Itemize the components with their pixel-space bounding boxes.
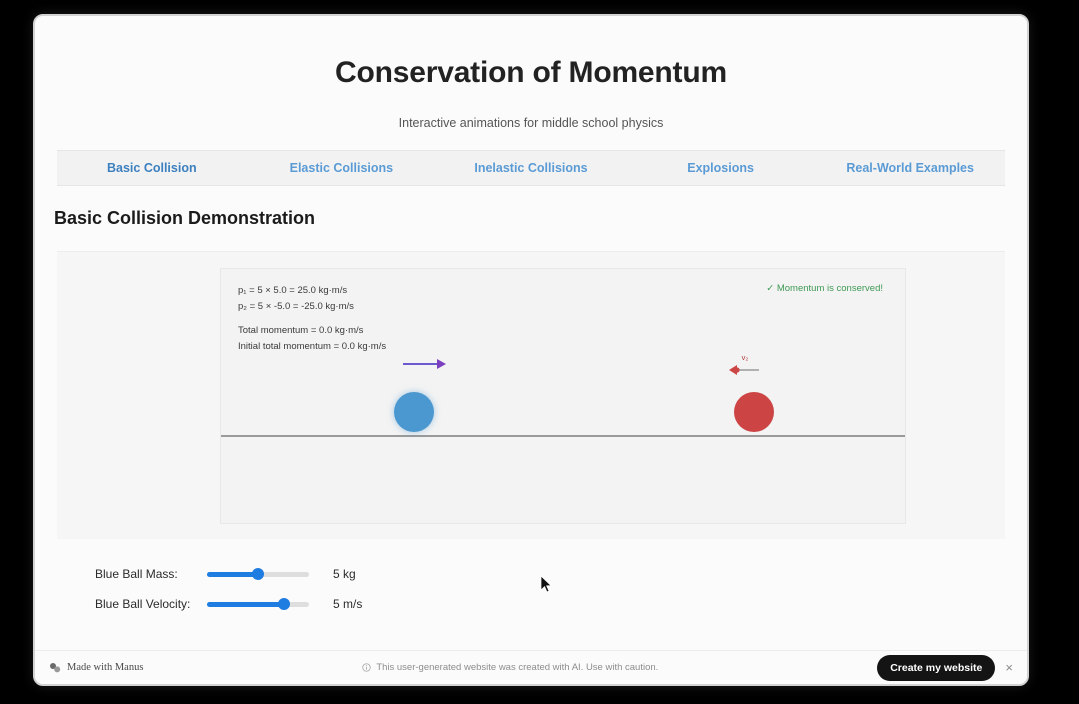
slider-blue-ball-mass[interactable] [207,568,309,580]
readout-p2: p₂ = 5 × -5.0 = -25.0 kg·m/s [238,301,354,312]
made-with-manus-label: Made with Manus [67,662,144,673]
tab-real-world-examples[interactable]: Real-World Examples [846,161,974,175]
animation-canvas[interactable]: p₁ = 5 × 5.0 = 25.0 kg·m/s p₂ = 5 × -5.0… [220,268,906,524]
ai-disclaimer: This user-generated website was created … [143,662,877,673]
footer-bar: Made with Manus This user-generated webs… [35,650,1027,684]
ai-disclaimer-label: This user-generated website was created … [376,662,659,673]
readout-total-momentum: Total momentum = 0.0 kg·m/s [238,325,364,336]
info-icon [362,663,371,672]
tab-explosions[interactable]: Explosions [687,161,754,175]
arrow-right-icon [403,359,446,369]
status-badge-momentum-conserved: ✓ Momentum is conserved! [766,283,883,294]
slider-blue-ball-velocity[interactable] [207,598,309,610]
controls-panel: Blue Ball Mass: 5 kg Blue Ball Velocity:… [57,553,1005,623]
tab-basic-collision[interactable]: Basic Collision [106,161,197,175]
control-row-blue-ball-velocity: Blue Ball Velocity: 5 m/s [57,589,1005,619]
section-title: Basic Collision Demonstration [54,208,316,228]
momentum-readouts: p₁ = 5 × 5.0 = 25.0 kg·m/s p₂ = 5 × -5.0… [238,283,386,355]
tab-bar: Basic Collision Elastic Collisions Inela… [57,150,1005,186]
blue-velocity-vector [401,357,447,376]
ground-line [221,435,905,437]
create-my-website-button[interactable]: Create my website [877,654,996,681]
slider-thumb-mass[interactable] [252,568,264,580]
tab-elastic-collisions[interactable]: Elastic Collisions [289,161,394,175]
slider-thumb-velocity[interactable] [277,598,290,610]
label-blue-ball-velocity: Blue Ball Velocity: [95,597,191,611]
browser-window: Conservation of Momentum Interactive ani… [33,14,1029,686]
readout-p1: p₁ = 5 × 5.0 = 25.0 kg·m/s [238,285,348,296]
red-velocity-label: v₂ [741,353,749,362]
demo-panel: p₁ = 5 × 5.0 = 25.0 kg·m/s p₂ = 5 × -5.0… [57,251,1005,593]
value-blue-ball-mass: 5 kg [333,567,356,581]
control-row-blue-ball-mass: Blue Ball Mass: 5 kg [57,559,1005,589]
label-blue-ball-mass: Blue Ball Mass: [95,567,178,581]
tab-inelastic-collisions[interactable]: Inelastic Collisions [474,161,588,175]
page-title: Conservation of Momentum [335,56,727,89]
made-with-manus[interactable]: Made with Manus [49,662,143,674]
slider-fill-velocity [207,601,284,607]
close-icon[interactable]: × [1005,660,1013,675]
red-ball[interactable] [734,392,774,432]
arrow-left-icon [729,365,759,375]
manus-logo-icon [50,662,61,672]
red-velocity-vector: v₂ [729,353,761,381]
site-header: Conservation of Momentum Interactive ani… [35,16,1027,130]
slider-fill-mass [207,571,258,577]
blue-ball[interactable] [394,392,434,432]
value-blue-ball-velocity: 5 m/s [333,597,363,611]
page-subtitle: Interactive animations for middle school… [398,116,664,130]
readout-initial-total-momentum: Initial total momentum = 0.0 kg·m/s [238,341,387,352]
page-content: Conservation of Momentum Interactive ani… [35,16,1027,684]
